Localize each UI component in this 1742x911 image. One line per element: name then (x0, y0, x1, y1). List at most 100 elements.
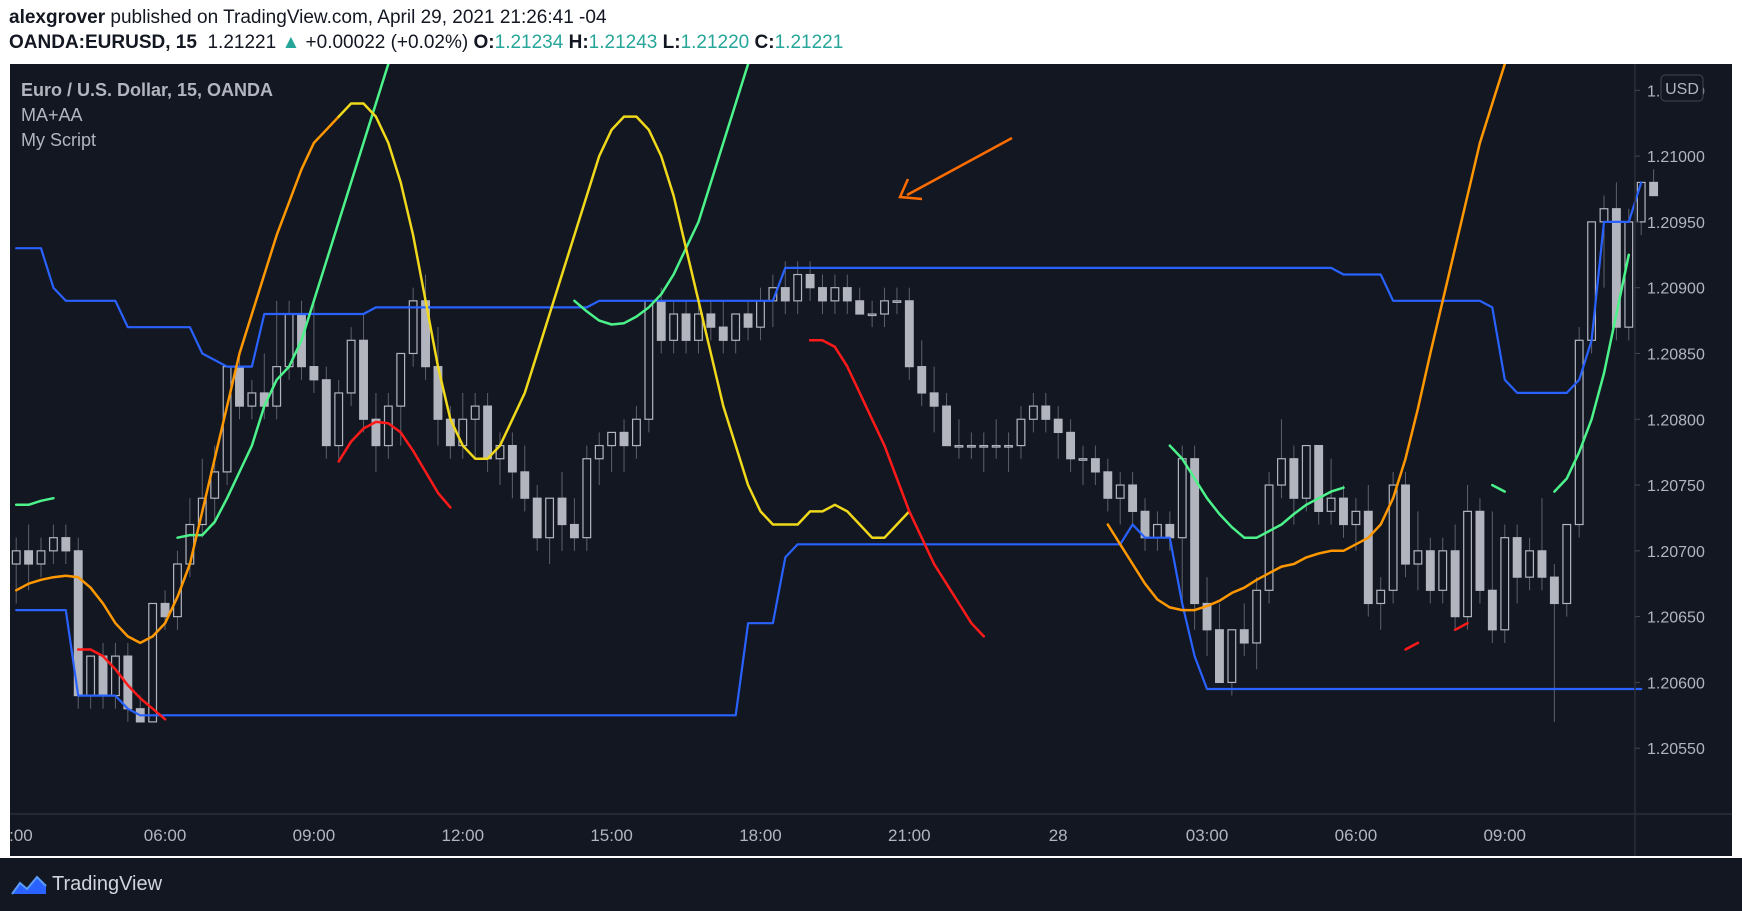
candle-up (1624, 221, 1634, 328)
candle-up (607, 431, 617, 447)
candle-up (1413, 550, 1423, 565)
currency-badge[interactable]: USD (1660, 74, 1704, 102)
candle-up (346, 339, 356, 394)
candle-down (1165, 523, 1175, 539)
price-chart[interactable]: 1.210501.210001.209501.209001.208501.208… (10, 64, 1732, 856)
candles-layer (11, 169, 1659, 723)
candle-up (1599, 208, 1609, 223)
candle-down (507, 444, 517, 473)
candle-down (1202, 602, 1212, 631)
candle-up (1574, 339, 1584, 526)
candle-up (48, 537, 58, 552)
green-line-segment (1491, 483, 1507, 493)
currency-badge-frame (1660, 74, 1704, 102)
price-tick-label: 1.20800 (1647, 412, 1705, 429)
candle-up (1152, 523, 1162, 539)
candle-up (1525, 550, 1535, 578)
candle-down (1128, 484, 1138, 512)
candle-up (966, 444, 976, 448)
red-line-segment (337, 420, 452, 509)
candle-down (1339, 497, 1348, 526)
candle-up (867, 313, 877, 317)
candle-up (545, 497, 555, 539)
tradingview-brand[interactable]: TradingView (52, 873, 163, 895)
symbol-quote-line: OANDA:EURUSD, 15 1.21221 ▲ +0.00022 (+0.… (9, 32, 843, 54)
close-value: 1.21221 (774, 32, 844, 53)
candle-up (793, 273, 803, 302)
red-line-segment (76, 648, 167, 721)
candle-down (1475, 510, 1485, 591)
candle-up (1016, 418, 1026, 447)
candle-up (470, 405, 480, 420)
annotation-arrow-head (898, 178, 923, 201)
time-tick-label: 21:00 (888, 826, 931, 845)
candle-up (694, 313, 703, 341)
candle-up (1264, 484, 1274, 591)
candle-up (1115, 484, 1125, 499)
time-tick-label: 28 (1049, 826, 1068, 845)
candle-up (644, 300, 654, 420)
tradingview-logo-icon[interactable] (10, 872, 48, 898)
author-name[interactable]: alexgrover (9, 7, 106, 28)
green-line-segment (14, 496, 55, 507)
candle-up (247, 392, 257, 407)
candle-down (917, 366, 927, 394)
time-tick-label: 09:00 (293, 826, 336, 845)
candle-down (904, 300, 914, 368)
time-tick-label: 3:00 (10, 826, 33, 845)
candle-down (520, 471, 530, 499)
candle-up (1326, 497, 1336, 512)
low-value: 1.21220 (680, 32, 750, 53)
chart-panel[interactable]: 1.210501.210001.209501.209001.208501.208… (10, 64, 1732, 856)
candle-down (569, 523, 579, 539)
candle-up (11, 550, 21, 565)
candle-down (235, 366, 244, 407)
candle-up (334, 392, 344, 447)
candle-down (557, 497, 567, 526)
candle-down (371, 418, 381, 447)
candle-down (1289, 458, 1299, 499)
candle-up (979, 444, 989, 448)
candle-down (1066, 431, 1076, 460)
upper-band-line (15, 181, 1643, 394)
candle-up (408, 300, 418, 355)
open-label: O: (473, 32, 495, 53)
candle-up (731, 313, 741, 341)
price-change: +0.00022 (+0.02%) (305, 32, 469, 53)
candle-down (1041, 405, 1051, 420)
candle-down (1487, 589, 1497, 631)
time-axis[interactable]: 3:00 06:00 09:00 12:00 15:00 18:00 21:00 28 03:0… (10, 826, 1526, 845)
candle-up (1500, 537, 1510, 631)
legend-indicator-ma-aa[interactable]: MA+AA (21, 105, 83, 125)
yellow-line (337, 102, 911, 539)
legend-indicator-my-script[interactable]: My Script (21, 130, 96, 150)
candle-down (1549, 576, 1559, 605)
candle-down (1512, 537, 1522, 578)
high-value: 1.21243 (588, 32, 658, 53)
candle-up (1351, 510, 1361, 526)
price-tick-label: 1.20950 (1647, 215, 1705, 232)
candle-down (1611, 208, 1621, 328)
open-value: 1.21234 (494, 32, 564, 53)
time-tick-label: 09:00 (1483, 826, 1526, 845)
candle-down (321, 379, 331, 447)
green-line-segment (1553, 253, 1631, 493)
price-tick-label: 1.20750 (1647, 478, 1705, 495)
legend-title: Euro / U.S. Dollar, 15, OANDA (21, 80, 273, 100)
price-axis[interactable]: 1.210501.210001.209501.209001.208501.208… (1635, 83, 1705, 758)
orange-line-segment (14, 115, 340, 645)
chart-background (10, 64, 1732, 856)
red-line-segment (808, 339, 986, 638)
candle-up (86, 655, 96, 697)
candle-down (942, 405, 951, 447)
candle-up (892, 300, 902, 303)
candle-up (110, 655, 120, 697)
candle-up (594, 444, 604, 460)
price-tick-label: 1.20850 (1647, 346, 1705, 363)
candle-down (1425, 550, 1435, 591)
price-tick-label: 1.20550 (1647, 741, 1705, 758)
candle-down (1190, 458, 1200, 605)
time-tick-label: 15:00 (590, 826, 633, 845)
candle-up (880, 300, 889, 315)
candle-down (160, 602, 170, 618)
